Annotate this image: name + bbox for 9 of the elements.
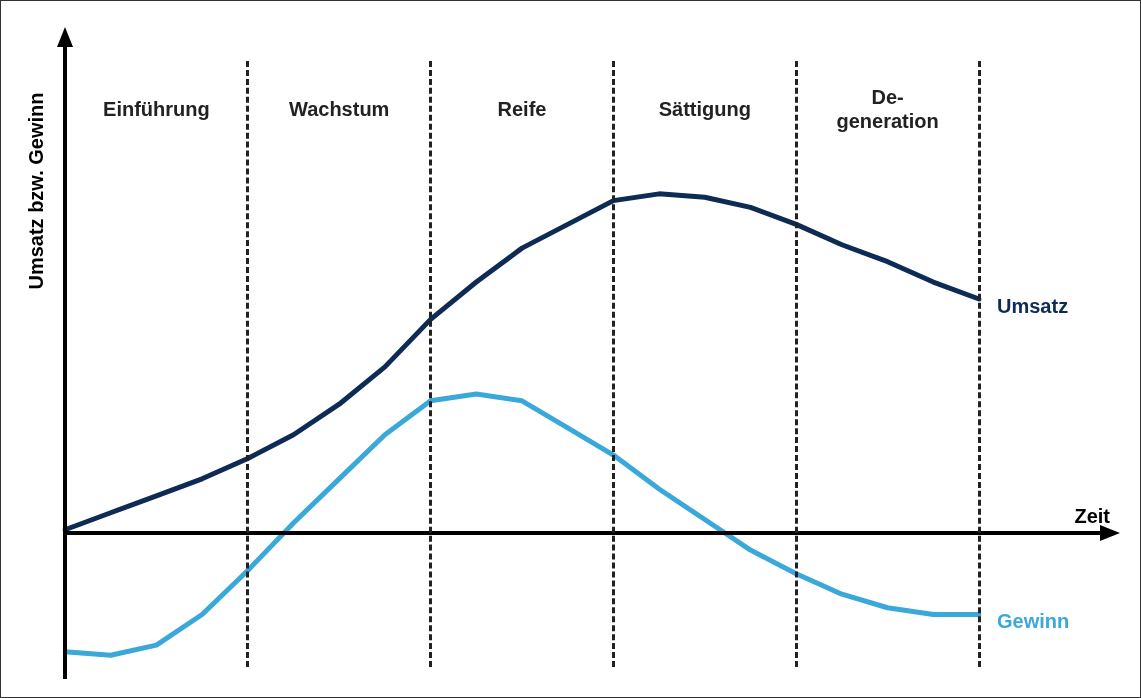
text: De- generation xyxy=(836,86,939,132)
series-label: Umsatz xyxy=(997,294,1069,317)
series-label: Gewinn xyxy=(997,610,1070,633)
text: Reife xyxy=(497,98,547,120)
x-axis-title: Zeit xyxy=(1074,505,1111,528)
text: Sättigung xyxy=(658,98,751,120)
text: Einführung xyxy=(103,98,210,120)
y-axis-title: Umsatz bzw. Gewinn xyxy=(25,92,47,290)
text: Wachstum xyxy=(289,98,390,120)
